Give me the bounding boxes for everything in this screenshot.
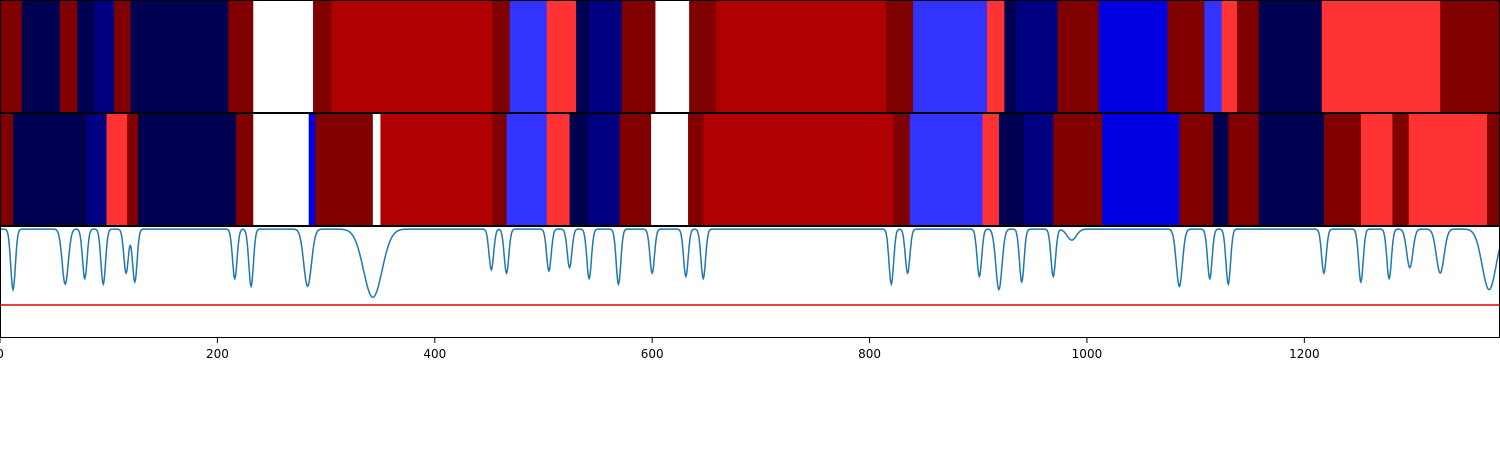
heatmap-segment — [1360, 114, 1393, 225]
x-axis-tick-label: 400 — [423, 347, 446, 361]
heatmap-segment — [21, 1, 61, 112]
x-axis-tick-label: 1200 — [1289, 347, 1320, 361]
heatmap-segment — [509, 1, 548, 112]
heatmap-segment — [1213, 114, 1229, 225]
heatmap-segment — [308, 114, 316, 225]
heatmap-segment — [331, 1, 493, 112]
heatmap-segment — [1228, 114, 1260, 225]
signal-panel-background — [0, 226, 1500, 338]
heatmap-segment — [492, 1, 511, 112]
heatmap-segment — [1236, 1, 1260, 112]
heatmap-segment — [253, 114, 310, 225]
heatmap-segment — [982, 114, 1000, 225]
heatmap-segment — [655, 1, 690, 112]
signal-panel — [0, 226, 1500, 338]
heatmap-segment — [913, 1, 988, 112]
heatmap-segment — [372, 114, 381, 225]
heatmap-segment — [130, 1, 229, 112]
heatmap-track-2 — [0, 114, 1500, 225]
heatmap-segment — [1392, 114, 1410, 225]
heatmap-segment — [588, 114, 621, 225]
heatmap-segment — [0, 114, 14, 225]
heatmap-segment — [589, 1, 623, 112]
heatmap-segment — [1023, 114, 1054, 225]
heatmap-segment — [716, 1, 887, 112]
heatmap-segment — [1321, 1, 1441, 112]
heatmap-segment — [68, 114, 88, 225]
heatmap-segment — [138, 114, 237, 225]
heatmap-segment — [127, 114, 139, 225]
heatmap-segment — [703, 114, 894, 225]
heatmap-segment — [1486, 114, 1500, 225]
heatmap-segment — [0, 1, 23, 112]
heatmap-segment — [546, 114, 571, 225]
x-axis-tick-label: 0 — [0, 347, 4, 361]
x-axis-tick-label: 1000 — [1072, 347, 1103, 361]
heatmap-segment — [689, 1, 717, 112]
heatmap-segment — [1057, 1, 1100, 112]
heatmap-segment — [313, 1, 333, 112]
heatmap-segment — [492, 114, 508, 225]
heatmap-segment — [651, 114, 689, 225]
heatmap-segment — [1102, 114, 1180, 225]
x-axis-tick-label: 600 — [641, 347, 664, 361]
heatmap-segment — [1167, 1, 1205, 112]
heatmap-segment — [1440, 1, 1500, 112]
heatmap-segment — [1258, 1, 1323, 112]
heatmap-segment — [885, 1, 914, 112]
heatmap-segment — [1098, 1, 1168, 112]
heatmap-track-1 — [0, 1, 1500, 112]
heatmap-segment — [688, 114, 704, 225]
heatmap-segment — [1179, 114, 1214, 225]
heatmap-segment — [909, 114, 984, 225]
heatmap-segment — [1016, 1, 1059, 112]
heatmap-segment — [1258, 114, 1325, 225]
heatmap-segment — [621, 1, 656, 112]
heatmap-segment — [235, 114, 254, 225]
heatmap-segment — [228, 1, 254, 112]
heatmap-segment — [1408, 114, 1488, 225]
heatmap-segment — [59, 1, 78, 112]
heatmap-segment — [1221, 1, 1238, 112]
heatmap-segment — [86, 114, 108, 225]
heatmap-segment — [998, 114, 1025, 225]
heatmap-segment — [1323, 114, 1362, 225]
heatmap-segment — [619, 114, 652, 225]
x-axis-tick-label: 800 — [858, 347, 881, 361]
heatmap-segment — [13, 114, 69, 225]
x-axis-tick-label: 200 — [206, 347, 229, 361]
heatmap-segment — [114, 1, 131, 112]
heatmap-segment — [1004, 1, 1017, 112]
heatmap-segment — [569, 114, 589, 225]
signal-line — [0, 228, 1500, 299]
x-axis: 0 200 400 600 800 1000 1200 — [0, 338, 1320, 361]
heatmap-segment — [77, 1, 96, 112]
heatmap-segment — [576, 1, 590, 112]
heatmap-segment — [380, 114, 493, 225]
heatmap-segment — [106, 114, 128, 225]
heatmap-segment — [253, 1, 314, 112]
heatmap-segment — [506, 114, 548, 225]
heatmap-segment — [94, 1, 115, 112]
heatmap-segment — [1204, 1, 1223, 112]
heatmap-segment — [546, 1, 577, 112]
heatmap-segment — [986, 1, 1005, 112]
heatmap-segment — [315, 114, 374, 225]
heatmap-segment — [1053, 114, 1103, 225]
heatmap-segment — [893, 114, 911, 225]
